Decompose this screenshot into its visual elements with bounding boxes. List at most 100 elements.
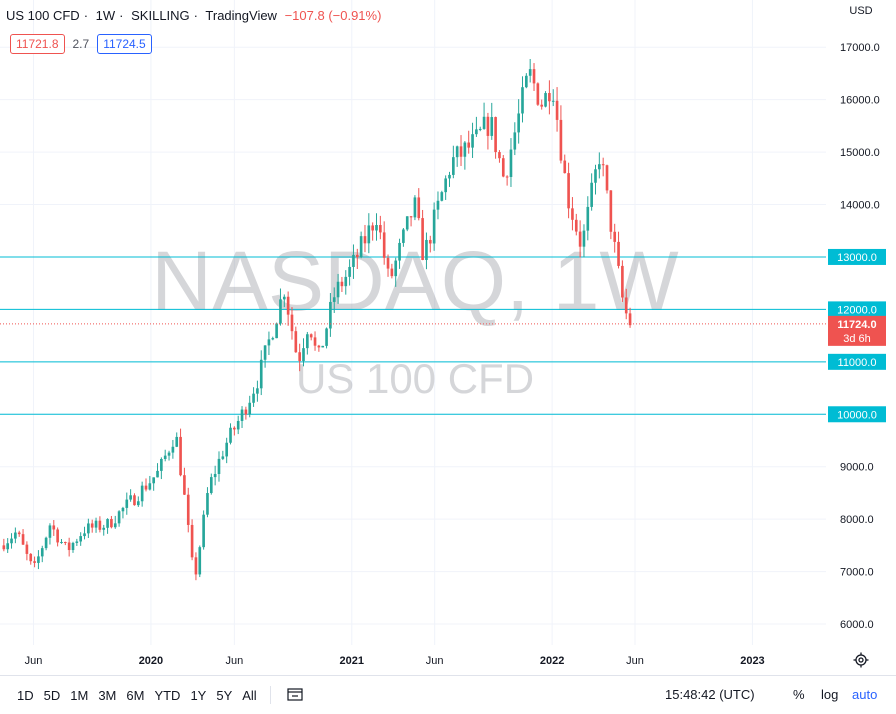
level-price-badge xyxy=(828,353,886,370)
utc-clock[interactable]: 15:48:42 (UTC) xyxy=(665,687,755,702)
candle-body xyxy=(217,458,221,474)
percent-scale-button[interactable]: % xyxy=(793,687,805,702)
candle-body xyxy=(559,119,563,161)
candle-body xyxy=(390,268,394,277)
candle-body xyxy=(594,169,597,183)
level-price-badge xyxy=(828,248,886,265)
candle-body xyxy=(14,532,17,539)
candle-body xyxy=(440,192,444,201)
candle-body xyxy=(617,241,620,266)
header-separator: · xyxy=(83,8,89,23)
candle-body xyxy=(144,485,148,490)
candle-body xyxy=(624,297,628,314)
candle-body xyxy=(302,348,305,362)
candle-body xyxy=(136,501,140,506)
candle-body xyxy=(48,525,52,538)
candle-body xyxy=(40,548,44,557)
price-axis[interactable]: 6000.0 7000.0 8000.0 9000.0 10000.0 11000.0 12… xyxy=(826,0,896,645)
candle-body xyxy=(225,442,228,457)
interval-label[interactable]: 1W xyxy=(95,8,116,23)
candle-body xyxy=(371,225,374,231)
candle-body xyxy=(498,152,501,159)
candle-body xyxy=(359,236,363,258)
candle-body xyxy=(563,160,567,174)
candle-body xyxy=(25,544,29,554)
candle-body xyxy=(329,301,332,329)
candle-body xyxy=(540,104,544,107)
currency-label[interactable]: USD xyxy=(849,5,873,17)
candle-body xyxy=(574,219,578,232)
time-tick-label: Jun xyxy=(626,655,644,667)
range-5y-button[interactable]: 5Y xyxy=(216,687,233,703)
price-chart[interactable]: NASDAQ, 1W US 100 CFD xyxy=(0,0,826,645)
time-tick-label: 2021 xyxy=(340,655,364,667)
candle-body xyxy=(60,542,63,544)
candle-body xyxy=(83,533,86,537)
candle-body xyxy=(156,470,159,478)
candle-body xyxy=(375,225,378,231)
candle-body xyxy=(240,409,244,421)
candle-body xyxy=(248,402,252,415)
candle-body xyxy=(571,208,574,220)
range-1d-button[interactable]: 1D xyxy=(17,687,34,703)
candle-body xyxy=(405,216,409,230)
time-tick-label: Jun xyxy=(25,655,43,667)
range-3m-button[interactable]: 3M xyxy=(98,687,117,703)
candle-body xyxy=(409,216,413,218)
candle-body xyxy=(175,436,179,447)
gear-icon[interactable] xyxy=(826,646,896,674)
candle-body xyxy=(133,495,136,506)
candle-body xyxy=(432,209,436,244)
candle-body xyxy=(513,132,517,150)
range-ytd-button[interactable]: YTD xyxy=(154,687,181,703)
candle-body xyxy=(256,388,259,394)
candle-body xyxy=(348,266,351,277)
range-all-button[interactable]: All xyxy=(242,687,257,703)
candle-body xyxy=(482,116,486,129)
range-1y-button[interactable]: 1Y xyxy=(190,687,207,703)
candle-body xyxy=(206,493,209,515)
candle-body xyxy=(194,557,198,575)
candle-body xyxy=(605,165,609,191)
candle-body xyxy=(21,534,25,545)
platform-label: TradingView xyxy=(205,8,277,23)
candle-body xyxy=(582,230,586,247)
candle-body xyxy=(33,561,36,563)
level-price-label: 13000.0 xyxy=(837,252,877,264)
candle-body xyxy=(394,260,398,277)
candle-body xyxy=(551,100,555,102)
candle-body xyxy=(75,541,79,543)
candle-body xyxy=(609,190,613,232)
price-tick-label: 14000.0 xyxy=(840,200,880,212)
buy-button[interactable]: 11724.5 xyxy=(97,34,152,54)
log-scale-button[interactable]: log xyxy=(821,687,839,702)
calendar-range-icon[interactable] xyxy=(287,687,303,704)
header-separator: · xyxy=(119,8,124,23)
candle-body xyxy=(229,427,232,443)
last-price-label: 11724.0 xyxy=(837,319,876,331)
candle-body xyxy=(294,331,298,353)
auto-scale-button[interactable]: auto xyxy=(852,687,878,702)
candle-body xyxy=(417,197,421,219)
range-5d-button[interactable]: 5D xyxy=(43,687,61,703)
range-6m-button[interactable]: 6M xyxy=(126,687,145,703)
spread-value: 2.7 xyxy=(72,37,90,51)
sell-button[interactable]: 11721.8 xyxy=(10,34,65,54)
level-price-label: 10000.0 xyxy=(837,409,877,421)
symbol-name[interactable]: US 100 CFD xyxy=(6,8,80,23)
candle-body xyxy=(298,352,301,362)
candle-body xyxy=(190,524,194,558)
candle-body xyxy=(428,239,432,244)
candle-body xyxy=(171,446,175,453)
candle-body xyxy=(113,523,117,528)
time-axis[interactable]: Jun 2020 Jun 2021 Jun 2022 Jun 2023 xyxy=(0,645,826,675)
candle-body xyxy=(148,483,152,490)
candle-body xyxy=(63,542,67,544)
range-1m-button[interactable]: 1M xyxy=(70,687,89,703)
candle-body xyxy=(478,128,482,130)
level-price-label: 11000.0 xyxy=(838,357,877,369)
candle-body xyxy=(517,113,520,133)
candle-body xyxy=(463,142,467,157)
candle-body xyxy=(275,323,278,339)
